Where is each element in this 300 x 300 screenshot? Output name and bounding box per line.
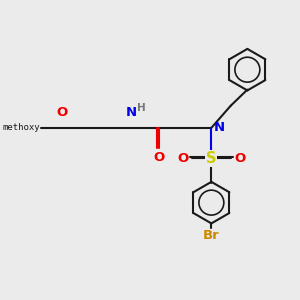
Text: O: O	[56, 106, 68, 119]
Text: Br: Br	[203, 230, 220, 242]
Text: O: O	[234, 152, 245, 165]
Text: S: S	[206, 151, 217, 166]
Text: methoxy: methoxy	[2, 123, 40, 132]
Text: O: O	[153, 151, 164, 164]
Text: N: N	[214, 121, 225, 134]
Text: O: O	[177, 152, 189, 165]
Text: H: H	[137, 103, 146, 112]
Text: N: N	[125, 106, 136, 119]
